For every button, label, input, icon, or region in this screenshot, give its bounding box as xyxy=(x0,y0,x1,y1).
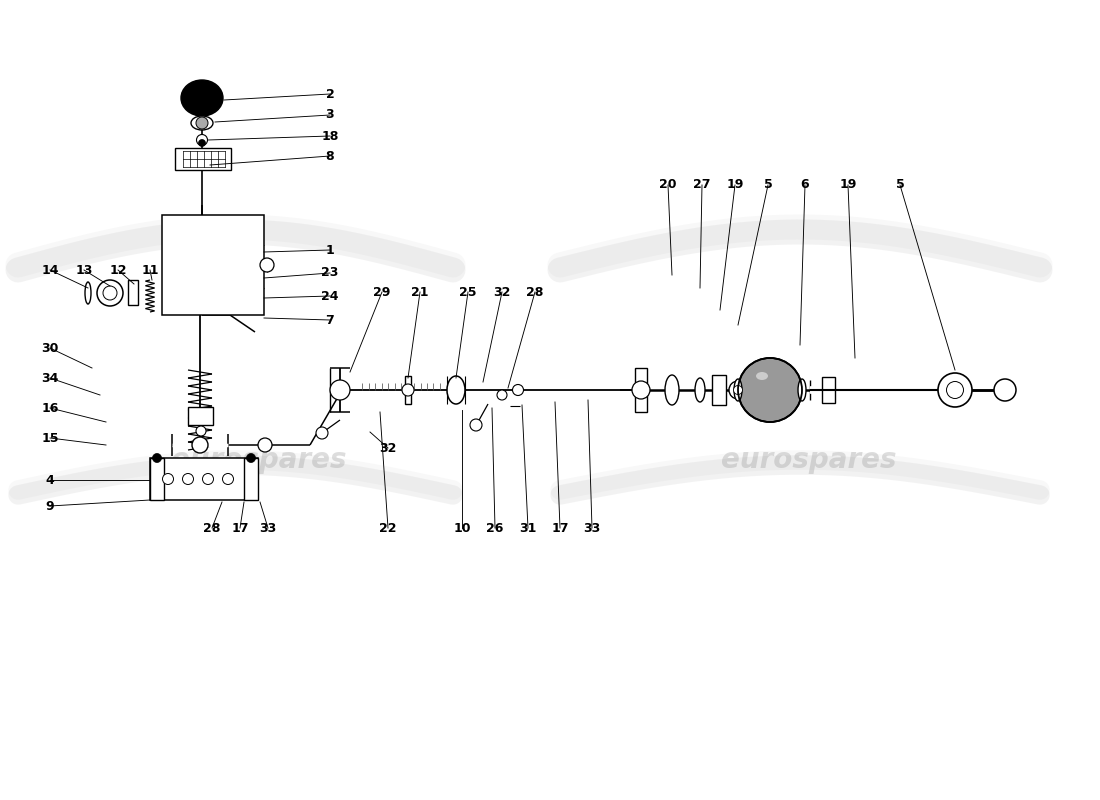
Text: 29: 29 xyxy=(373,286,390,298)
Circle shape xyxy=(153,454,162,462)
Text: 20: 20 xyxy=(659,178,676,191)
Ellipse shape xyxy=(182,80,223,116)
Text: 18: 18 xyxy=(321,130,339,142)
Text: 2: 2 xyxy=(326,87,334,101)
Circle shape xyxy=(729,381,747,399)
Text: 1: 1 xyxy=(326,243,334,257)
Circle shape xyxy=(183,474,194,485)
Bar xyxy=(150,458,258,500)
Circle shape xyxy=(97,280,123,306)
Bar xyxy=(188,407,213,425)
Text: 7: 7 xyxy=(326,314,334,326)
Text: 19: 19 xyxy=(839,178,857,191)
Text: 8: 8 xyxy=(326,150,334,162)
Circle shape xyxy=(738,358,802,422)
Text: 14: 14 xyxy=(42,263,58,277)
Text: 22: 22 xyxy=(379,522,397,534)
Text: 4: 4 xyxy=(45,474,54,486)
Circle shape xyxy=(330,380,350,400)
Text: 5: 5 xyxy=(763,178,772,191)
Ellipse shape xyxy=(85,282,91,304)
Text: 24: 24 xyxy=(321,290,339,302)
Text: 33: 33 xyxy=(260,522,276,534)
Bar xyxy=(635,368,647,412)
Ellipse shape xyxy=(695,378,705,402)
Circle shape xyxy=(198,139,206,146)
Bar xyxy=(712,375,726,405)
Text: 28: 28 xyxy=(204,522,221,534)
Circle shape xyxy=(103,286,117,300)
Text: 10: 10 xyxy=(453,522,471,534)
Bar xyxy=(175,148,231,170)
Text: 6: 6 xyxy=(801,178,810,191)
Text: 32: 32 xyxy=(379,442,397,454)
Text: 17: 17 xyxy=(231,522,249,534)
Text: 21: 21 xyxy=(411,286,429,298)
Circle shape xyxy=(632,381,650,399)
Circle shape xyxy=(994,379,1016,401)
Text: 12: 12 xyxy=(109,263,126,277)
Ellipse shape xyxy=(734,379,742,401)
Text: 32: 32 xyxy=(493,286,510,298)
Circle shape xyxy=(258,438,272,452)
Text: 19: 19 xyxy=(726,178,744,191)
Circle shape xyxy=(196,117,208,129)
Text: 23: 23 xyxy=(321,266,339,279)
Text: 34: 34 xyxy=(42,371,58,385)
Text: 15: 15 xyxy=(42,431,58,445)
Circle shape xyxy=(202,474,213,485)
Ellipse shape xyxy=(756,372,768,380)
Circle shape xyxy=(513,385,524,395)
Text: 28: 28 xyxy=(526,286,543,298)
Circle shape xyxy=(196,426,206,436)
Circle shape xyxy=(938,373,972,407)
Circle shape xyxy=(402,384,414,396)
Text: 13: 13 xyxy=(75,263,92,277)
Bar xyxy=(405,376,411,404)
Bar xyxy=(162,215,264,315)
Text: 9: 9 xyxy=(46,499,54,513)
Circle shape xyxy=(734,386,742,394)
Circle shape xyxy=(197,134,208,146)
Text: 5: 5 xyxy=(895,178,904,191)
Circle shape xyxy=(246,454,255,462)
Ellipse shape xyxy=(191,116,213,130)
Text: eurospares: eurospares xyxy=(170,446,346,474)
Circle shape xyxy=(222,474,233,485)
Text: 25: 25 xyxy=(460,286,476,298)
Circle shape xyxy=(497,390,507,400)
Text: 17: 17 xyxy=(551,522,569,534)
Circle shape xyxy=(260,258,274,272)
Ellipse shape xyxy=(798,379,806,401)
Text: 16: 16 xyxy=(42,402,58,414)
Text: 26: 26 xyxy=(486,522,504,534)
Text: eurospares: eurospares xyxy=(720,446,896,474)
Text: 3: 3 xyxy=(326,109,334,122)
Text: 33: 33 xyxy=(583,522,601,534)
Bar xyxy=(244,458,258,500)
Circle shape xyxy=(192,437,208,453)
Text: 31: 31 xyxy=(519,522,537,534)
Ellipse shape xyxy=(666,375,679,405)
Circle shape xyxy=(946,382,964,398)
Text: 30: 30 xyxy=(42,342,58,354)
Text: 27: 27 xyxy=(693,178,711,191)
Bar xyxy=(150,458,164,500)
Text: 11: 11 xyxy=(141,263,158,277)
Circle shape xyxy=(163,474,174,485)
Circle shape xyxy=(470,419,482,431)
Ellipse shape xyxy=(447,376,465,404)
Bar xyxy=(128,280,138,305)
Circle shape xyxy=(316,427,328,439)
Bar xyxy=(822,377,835,403)
